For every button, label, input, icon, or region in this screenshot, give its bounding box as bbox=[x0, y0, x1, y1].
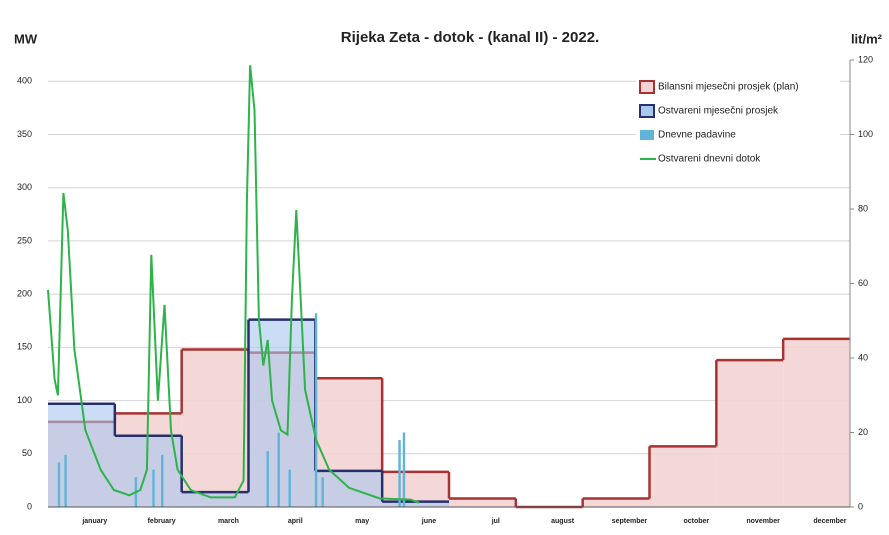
x-tick-label: march bbox=[218, 518, 239, 525]
legend-swatch bbox=[639, 80, 655, 94]
step-area bbox=[382, 501, 449, 507]
legend-label: Ostvareni mjesečni prosjek bbox=[658, 106, 779, 117]
y-tick-label: 350 bbox=[17, 129, 32, 139]
step-area bbox=[248, 319, 316, 507]
rain-bar bbox=[57, 462, 61, 507]
x-tick-label: september bbox=[612, 518, 648, 525]
x-tick-label: october bbox=[683, 518, 709, 525]
y-axis-title: MW bbox=[14, 31, 38, 46]
y-tick-label: 400 bbox=[17, 76, 32, 86]
x-tick-label: december bbox=[813, 518, 846, 525]
y-tick-label: 0 bbox=[27, 501, 32, 511]
step-area bbox=[181, 492, 249, 507]
rain-bar bbox=[288, 469, 291, 507]
real-layer bbox=[48, 318, 449, 507]
line-layer bbox=[47, 65, 420, 504]
x-tick-label: january bbox=[81, 518, 107, 525]
legend-label: Bilansni mjesečni prosjek (plan) bbox=[658, 82, 799, 93]
legend-swatch bbox=[639, 104, 655, 118]
legend: Bilansni mjesečni prosjek (plan) Ostvaren… bbox=[636, 74, 840, 184]
rain-bar bbox=[277, 432, 280, 507]
x-tick-label: november bbox=[746, 518, 780, 525]
y2-tick-label: 80 bbox=[858, 203, 868, 213]
y2-tick-label: 60 bbox=[858, 278, 868, 288]
x-tick-label: june bbox=[421, 518, 436, 525]
y-tick-label: 100 bbox=[17, 395, 32, 405]
step-area bbox=[649, 446, 717, 507]
step-area bbox=[181, 349, 249, 507]
y2-tick-label: 20 bbox=[858, 427, 868, 437]
inflow-line bbox=[47, 65, 420, 504]
rain-bar bbox=[314, 313, 318, 507]
x-tick-label: jul bbox=[491, 518, 500, 525]
rain-bar bbox=[152, 469, 155, 507]
rain-bar bbox=[398, 439, 401, 507]
x-tick-label: august bbox=[551, 518, 575, 525]
y-tick-label: 50 bbox=[22, 448, 32, 458]
step-area bbox=[315, 470, 383, 507]
y2-axis-title: lit/m² bbox=[851, 31, 883, 46]
chart-title: Rijeka Zeta - dotok - (kanal II) - 2022. bbox=[341, 29, 599, 46]
legend-box bbox=[636, 74, 840, 184]
legend-label: Dnevne padavine bbox=[658, 130, 736, 141]
rain-bar bbox=[266, 451, 269, 507]
legend-label: Ostvareni dnevni dotok bbox=[658, 154, 761, 165]
y-tick-label: 150 bbox=[17, 342, 32, 352]
y2-tick-label: 100 bbox=[858, 129, 873, 139]
legend-swatch bbox=[640, 130, 654, 140]
rain-bar bbox=[161, 454, 164, 507]
y2-tick-label: 40 bbox=[858, 352, 868, 362]
y-tick-label: 300 bbox=[17, 182, 32, 192]
rain-bar bbox=[321, 477, 324, 507]
step-area bbox=[582, 498, 650, 507]
step-area bbox=[783, 338, 850, 507]
y-tick-label: 250 bbox=[17, 235, 32, 245]
rain-bar bbox=[402, 432, 406, 507]
x-tick-label: april bbox=[288, 518, 303, 525]
rain-layer bbox=[57, 313, 406, 507]
rain-bar bbox=[64, 454, 67, 507]
step-area bbox=[716, 360, 784, 507]
step-area bbox=[449, 498, 516, 507]
axes: 0 50 100 150 200 250 300 350 400 0 20 40 60 80 100 120 j… bbox=[17, 54, 873, 524]
x-tick-label: may bbox=[355, 518, 369, 525]
y2-tick-label: 0 bbox=[858, 501, 863, 511]
x-tick-label: february bbox=[148, 518, 176, 525]
y2-tick-label: 120 bbox=[858, 54, 873, 64]
y-tick-label: 200 bbox=[17, 289, 32, 299]
